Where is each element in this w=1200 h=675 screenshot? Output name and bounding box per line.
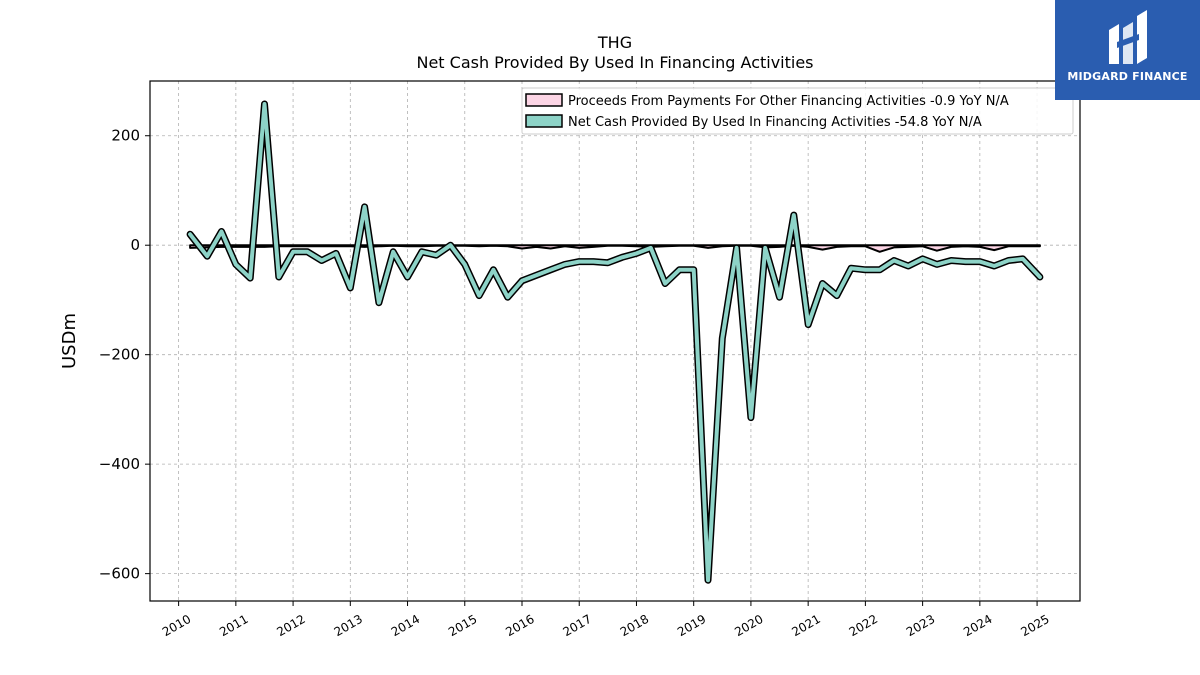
chart-title: THG — [597, 33, 632, 52]
series-area-0 — [189, 244, 1041, 253]
x-tick-label: 2023 — [904, 612, 937, 639]
x-tick-label: 2015 — [446, 612, 479, 639]
x-tick-label: 2014 — [389, 612, 422, 639]
x-tick-label: 2021 — [789, 612, 822, 639]
chart-subtitle: Net Cash Provided By Used In Financing A… — [416, 53, 813, 72]
legend-swatch-0 — [525, 93, 563, 107]
y-tick-label: 200 — [111, 127, 140, 145]
legend-box — [521, 87, 1074, 135]
y-axis: 200 0 −200 −400 −600 — [99, 127, 150, 583]
x-tick-label: 2018 — [618, 612, 651, 639]
x-tick-label: 2012 — [274, 612, 307, 639]
series — [186, 100, 1044, 584]
legend: Proceeds From Payments For Other Financi… — [521, 87, 1074, 135]
y-tick-label: −200 — [99, 346, 140, 364]
y-tick-label: −600 — [99, 565, 140, 583]
y-tick-label: −400 — [99, 455, 140, 473]
y-axis-label: USDm — [59, 313, 80, 369]
series-line-1 — [188, 102, 1042, 583]
x-tick-label: 2016 — [503, 612, 536, 639]
legend-swatch-1 — [525, 114, 563, 128]
series-line-outline-1 — [186, 100, 1044, 584]
x-axis: 2010 2011 2012 2013 2014 2015 2016 2017 2018 2019… — [160, 601, 1052, 639]
x-tick-label: 2017 — [561, 612, 594, 639]
logo-text: MIDGARD FINANCE — [1067, 70, 1188, 83]
plot-frame — [149, 80, 1081, 602]
x-tick-label: 2011 — [217, 612, 250, 639]
legend-label-0: Proceeds From Payments For Other Financi… — [568, 94, 1009, 109]
x-tick-label: 2022 — [847, 612, 880, 639]
legend-label-1: Net Cash Provided By Used In Financing A… — [568, 115, 982, 130]
logo-mark-icon — [1109, 10, 1147, 64]
x-tick-label: 2024 — [961, 612, 994, 639]
midgard-finance-logo: MIDGARD FINANCE — [1055, 0, 1200, 100]
x-tick-label: 2019 — [675, 612, 708, 639]
x-tick-label: 2013 — [332, 612, 365, 639]
y-tick-label: 0 — [130, 236, 140, 254]
x-tick-label: 2020 — [732, 612, 765, 639]
grid — [150, 81, 1080, 601]
x-tick-label: 2025 — [1018, 612, 1051, 639]
x-tick-label: 2010 — [160, 612, 193, 639]
